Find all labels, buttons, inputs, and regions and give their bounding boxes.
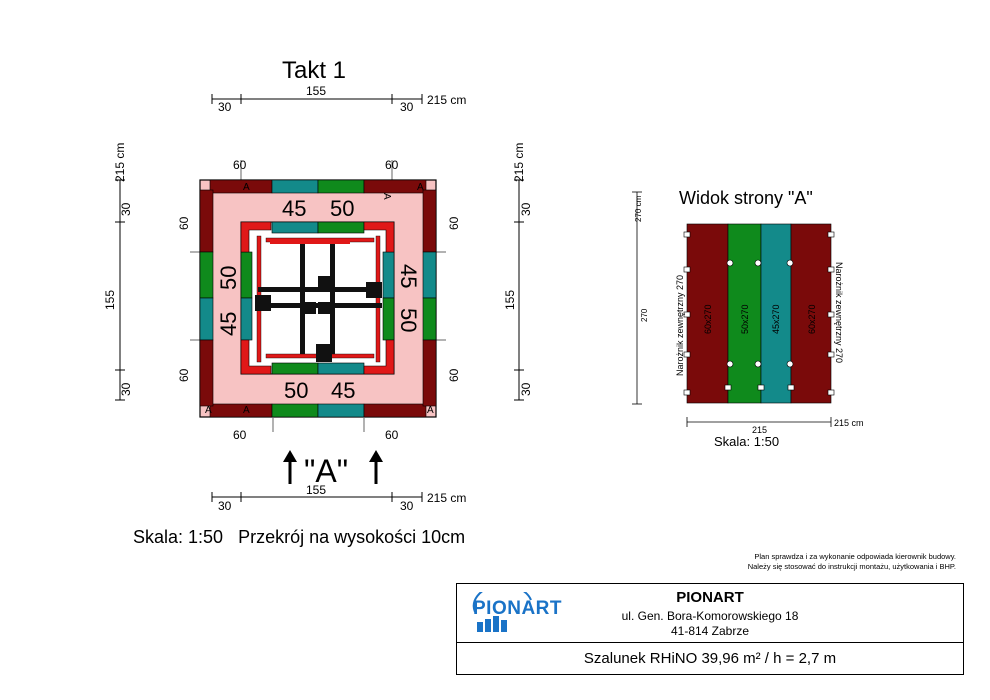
left-dim-total: 215 cm [113,143,127,182]
plan-formwork [199,179,437,418]
bottom-dimension [211,492,423,502]
right-dimension [514,179,524,401]
note-line-1: Plan sprawdza i za wykonanie odpowiada k… [754,552,956,561]
corner-label-top-left: 60 [233,158,247,172]
title-block: PIONART PIONART ul. Gen. Bora-Komorowski… [456,583,964,675]
corner-label-bottom-left: 60 [233,428,247,442]
bottom-dim-total: 215 cm [427,491,466,505]
company-address-city: 41-814 Zabrze [670,624,750,638]
marker-a-bottom-left: A [205,405,212,416]
side-panel-4: 60x270 [807,304,817,334]
side-clamps [683,231,835,396]
top-dim-left: 30 [218,100,232,114]
side-width-label: 215 [752,425,767,435]
top-dimension [211,94,423,104]
side-height-top: 270 cm [634,195,643,222]
left-dim-top: 30 [119,202,133,216]
corner-label-left-top: 60 [177,216,191,230]
left-dim-middle: 155 [103,290,117,310]
view-arrow-left-icon [283,450,297,484]
marker-a-bottom-mid: A [243,405,250,416]
marker-a-top-right: A [417,182,424,193]
panel-left-b: 45 [216,312,241,336]
side-panels [686,223,832,404]
panel-top-b: 50 [330,196,354,221]
right-dim-middle: 155 [503,290,517,310]
plan-title: Takt 1 [282,57,346,84]
responsibility-notes: Plan sprawdza i za wykonanie odpowiada k… [748,552,956,572]
plan-caption: Skala: 1:50 Przekrój na wysokości 10cm [133,527,465,547]
top-dim-total: 215 cm [427,93,466,107]
side-height-dimension [632,191,642,405]
marker-a-top-left: A [243,182,250,193]
side-width-total: 215 cm [834,418,864,428]
side-height-mid: 270 [640,308,649,322]
corner-label-bottom-right: 60 [385,428,399,442]
top-dim-right: 30 [400,100,414,114]
right-dim-bottom: 30 [519,382,533,396]
bottom-dim-middle: 155 [306,483,326,497]
side-panel-3: 45x270 [771,304,781,334]
panel-bottom-a: 50 [284,378,308,403]
bottom-dim-left: 30 [218,499,232,513]
note-line-2: Należy się stosować do instrukcji montaż… [747,562,956,571]
marker-a-inner: A [381,193,392,200]
side-panel-1: 60x270 [703,304,713,334]
view-arrow-right-icon [369,450,383,484]
corner-label-right-bottom: 60 [447,368,461,382]
logo-arc-icon [472,592,532,632]
left-dimension [115,179,125,401]
top-dim-middle: 155 [306,84,326,98]
bottom-dim-right: 30 [400,499,414,513]
drawing-description: Szalunek RHiNO 39,96 m² / h = 2,7 m [583,650,837,667]
panel-bottom-b: 45 [331,378,355,403]
right-dim-top: 30 [519,202,533,216]
corner-label-right-top: 60 [447,216,461,230]
company-address-street: ul. Gen. Bora-Komorowskiego 18 [621,609,799,623]
marker-a-bottom-right: A [427,405,434,416]
panel-right-b: 50 [396,308,421,332]
pionart-logo: PIONART [471,592,562,636]
right-dim-total: 215 cm [512,143,526,182]
company-name: PIONART [676,589,744,606]
panel-top-a: 45 [282,196,306,221]
side-left-corner: Narożnik zewnętrzny 270 [675,275,685,376]
logo-text: PIONART [473,598,562,619]
view-arrow-label: "A" [304,453,348,489]
left-dim-bottom: 30 [119,382,133,396]
corner-label-top-right: 60 [385,158,399,172]
side-scale: Skala: 1:50 [714,434,779,449]
side-width-dimension [686,417,832,427]
corner-label-left-bottom: 60 [177,368,191,382]
side-panel-2: 50x270 [740,304,750,334]
side-right-corner: Narożnik zewnętrzny 270 [834,262,844,363]
panel-right-a: 45 [396,264,421,288]
panel-left-a: 50 [216,266,241,290]
plan-guides [190,160,446,432]
title-block-divider [457,642,963,643]
side-view-title: Widok strony "A" [679,188,813,208]
